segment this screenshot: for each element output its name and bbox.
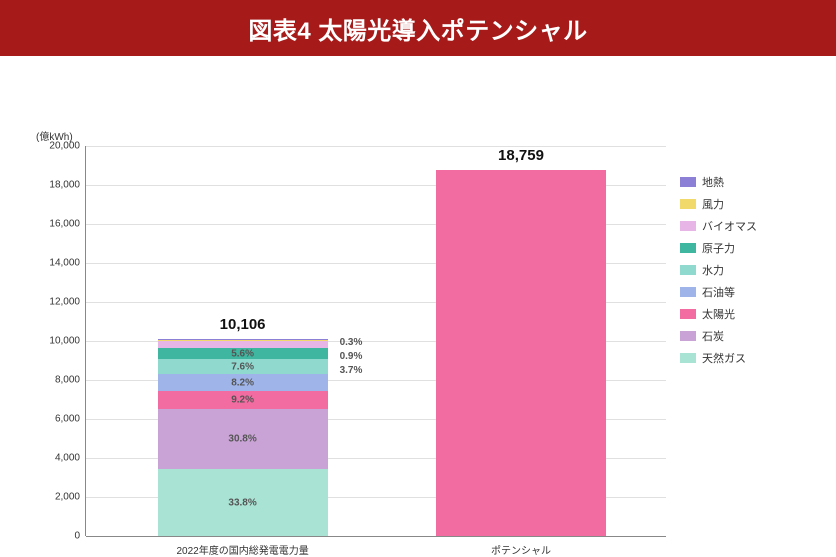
legend-label: バイオマス (702, 218, 757, 234)
legend-item-solar: 太陽光 (680, 306, 757, 322)
plot-area: 02,0004,0006,0008,00010,00012,00014,0001… (86, 146, 666, 536)
bar: 18,759 (436, 170, 606, 536)
x-axis (86, 536, 666, 537)
legend-item-geothermal: 地熱 (680, 174, 757, 190)
x-tick-label: ポテンシャル (491, 536, 551, 557)
legend: 地熱風力バイオマス原子力水力石油等太陽光石炭天然ガス (680, 174, 757, 366)
legend-item-oil: 石油等 (680, 284, 757, 300)
chart-area: (億kWh) 02,0004,0006,0008,00010,00012,000… (0, 56, 836, 536)
bar-segment-coal (158, 409, 328, 470)
bar-segment-biomass (158, 341, 328, 348)
legend-item-wind: 風力 (680, 196, 757, 212)
y-tick-label: 16,000 (49, 219, 86, 230)
legend-label: 石炭 (702, 328, 724, 344)
y-tick-label: 14,000 (49, 258, 86, 269)
legend-label: 太陽光 (702, 306, 735, 322)
legend-label: 石油等 (702, 284, 735, 300)
chart-title-text: 図表4 太陽光導入ポテンシャル (248, 11, 587, 46)
legend-item-hydro: 水力 (680, 262, 757, 278)
legend-item-biomass: バイオマス (680, 218, 757, 234)
legend-swatch (680, 331, 696, 341)
y-tick-label: 6,000 (55, 414, 86, 425)
legend-swatch (680, 221, 696, 231)
legend-swatch (680, 177, 696, 187)
y-tick-label: 10,000 (49, 336, 86, 347)
legend-label: 風力 (702, 196, 724, 212)
segment-callout: 0.9% (340, 351, 363, 362)
bar-segment-solar (158, 391, 328, 409)
legend-swatch (680, 243, 696, 253)
legend-item-nuclear: 原子力 (680, 240, 757, 256)
legend-item-lng: 天然ガス (680, 350, 757, 366)
page-root: 図表4 太陽光導入ポテンシャル (億kWh) 02,0004,0006,0008… (0, 0, 836, 536)
bar-segment-geothermal (158, 339, 328, 340)
segment-callout: 0.3% (340, 337, 363, 348)
bar-total-label: 18,759 (436, 147, 606, 164)
bar-segment-nuclear (158, 348, 328, 359)
x-tick-label: 2022年度の国内総発電電力量 (176, 536, 308, 557)
legend-swatch (680, 199, 696, 209)
legend-label: 水力 (702, 262, 724, 278)
bar-segment-solar (436, 170, 606, 536)
y-tick-label: 18,000 (49, 180, 86, 191)
legend-label: 地熱 (702, 174, 724, 190)
y-axis (85, 146, 86, 536)
legend-swatch (680, 353, 696, 363)
chart-title-bar: 図表4 太陽光導入ポテンシャル (0, 0, 836, 56)
legend-item-coal: 石炭 (680, 328, 757, 344)
legend-label: 原子力 (702, 240, 735, 256)
bar-segment-oil (158, 374, 328, 390)
legend-label: 天然ガス (702, 350, 746, 366)
y-tick-label: 20,000 (49, 141, 86, 152)
bar-total-label: 10,106 (158, 316, 328, 333)
bar-segment-wind (158, 339, 328, 341)
y-tick-label: 4,000 (55, 453, 86, 464)
bar: 33.8%30.8%9.2%8.2%7.6%5.6%10,106 (158, 339, 328, 536)
bar-segment-lng (158, 469, 328, 536)
legend-swatch (680, 265, 696, 275)
y-tick-label: 8,000 (55, 375, 86, 386)
bar-segment-hydro (158, 359, 328, 374)
segment-callout: 3.7% (340, 365, 363, 376)
legend-swatch (680, 287, 696, 297)
y-tick-label: 2,000 (55, 492, 86, 503)
legend-swatch (680, 309, 696, 319)
y-tick-label: 12,000 (49, 297, 86, 308)
